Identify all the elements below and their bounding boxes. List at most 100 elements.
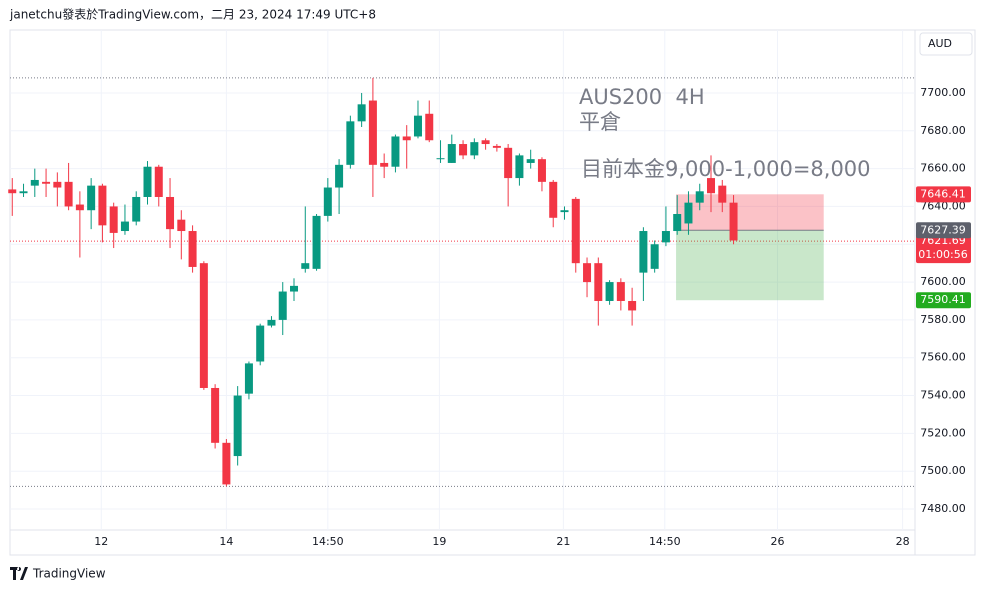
candle-body xyxy=(504,147,513,179)
x-tick-label: 12 xyxy=(94,535,108,548)
candle-body xyxy=(143,166,152,197)
candle-body xyxy=(30,179,39,186)
candle-body xyxy=(267,319,276,326)
candle-body xyxy=(425,113,434,141)
candle-body xyxy=(188,231,197,267)
candle-body xyxy=(87,185,96,211)
countdown: 01:00:56 xyxy=(918,248,967,261)
candle-body xyxy=(718,185,727,203)
candle-body xyxy=(301,263,310,269)
candle-body xyxy=(278,291,287,320)
candle-body xyxy=(19,191,28,194)
y-tick-label: 7640.00 xyxy=(920,199,966,212)
candle-body xyxy=(233,395,242,457)
candle-body xyxy=(368,100,377,165)
brand-logo xyxy=(10,567,28,580)
candle-body xyxy=(53,181,62,188)
y-tick-label: 7540.00 xyxy=(920,389,966,402)
y-tick-label: 7500.00 xyxy=(920,464,966,477)
candle-body xyxy=(707,178,716,194)
candle-body xyxy=(357,104,366,122)
candle-body xyxy=(583,263,592,283)
candle-body xyxy=(481,140,490,145)
candle-body xyxy=(346,121,355,165)
candle-body xyxy=(684,202,693,224)
candle-body xyxy=(177,219,186,232)
candle-body xyxy=(64,181,73,207)
x-tick-label: 19 xyxy=(432,535,446,548)
candle-body xyxy=(211,387,220,443)
annotation: AUS200 4H xyxy=(579,85,705,109)
candle-body xyxy=(312,215,321,269)
candle-body xyxy=(199,263,208,388)
candle-body xyxy=(120,221,129,232)
header: janetchu發表於TradingView.com，二月 23, 2024 1… xyxy=(9,7,376,22)
candle-body xyxy=(391,136,400,167)
candle-body xyxy=(549,181,558,218)
candle-body xyxy=(166,196,175,230)
candle-body xyxy=(154,166,163,197)
candle-body xyxy=(650,244,659,269)
axes: 7480.00 7500.00 7520.00 7540.00 7560.00 7580.… xyxy=(10,30,966,548)
candle-body xyxy=(459,144,468,156)
chart-frame xyxy=(9,29,976,556)
candle-body xyxy=(470,142,479,156)
price-tag xyxy=(916,292,971,309)
price-tag-label: 7646.41 xyxy=(920,187,966,200)
candle-body xyxy=(594,263,603,301)
candle-body xyxy=(256,325,265,362)
candle-body xyxy=(244,363,253,394)
price-tag xyxy=(916,222,971,239)
candle-body xyxy=(447,144,456,163)
candle-body xyxy=(616,282,625,301)
y-tick-label: 7520.00 xyxy=(920,426,966,439)
price-tag-label: 7627.39 xyxy=(920,223,966,236)
candle-body xyxy=(335,164,344,188)
x-tick-label: 26 xyxy=(771,535,785,548)
y-tick-label: 7680.00 xyxy=(920,124,966,137)
candle-body xyxy=(515,155,524,179)
candle-body xyxy=(323,187,332,216)
candle-body xyxy=(628,300,637,311)
currency[interactable]: AUD xyxy=(928,37,952,50)
y-tick-label: 7700.00 xyxy=(920,86,966,99)
x-tick-label: 14:50 xyxy=(649,535,681,548)
candle-body xyxy=(605,282,614,301)
candle-body xyxy=(639,231,648,273)
candle-body xyxy=(8,189,17,194)
candle-body xyxy=(402,136,411,141)
price-tag-label: 7590.41 xyxy=(920,293,966,306)
y-tick-label: 7660.00 xyxy=(920,162,966,175)
candle-body xyxy=(729,202,738,241)
candle-body xyxy=(526,159,535,163)
candle-body xyxy=(222,442,231,485)
candle-body xyxy=(413,115,422,137)
candle-body xyxy=(560,210,569,213)
candle-body xyxy=(380,162,389,167)
candle-body xyxy=(436,158,445,160)
brand: TradingView xyxy=(32,567,106,581)
y-tick-label: 7480.00 xyxy=(920,502,966,515)
x-tick-label: 14:50 xyxy=(312,535,344,548)
candle-body xyxy=(661,231,670,243)
candle-body xyxy=(673,214,682,232)
candle-body xyxy=(98,185,107,226)
candle-body xyxy=(109,206,118,233)
candle-body xyxy=(695,191,704,203)
annotation: 目前本金9,000-1,000=8,000 xyxy=(581,157,871,181)
y-tick-label: 7600.00 xyxy=(920,275,966,288)
candle-body xyxy=(571,198,580,264)
x-tick-label: 28 xyxy=(896,535,910,548)
annotation: 平倉 xyxy=(579,110,621,134)
price-tag xyxy=(916,186,971,203)
currency-button[interactable] xyxy=(919,32,973,56)
candle-body xyxy=(132,196,141,222)
candle-body xyxy=(537,159,546,182)
candle-body xyxy=(75,204,84,211)
price-tag xyxy=(916,233,971,264)
candle-body xyxy=(42,181,51,184)
candle-body xyxy=(290,285,299,292)
candle-body xyxy=(492,145,501,148)
target-zone xyxy=(676,230,824,301)
